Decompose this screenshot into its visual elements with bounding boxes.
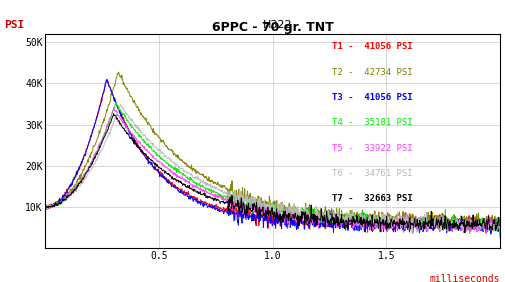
Text: T1 -  41056 PSI: T1 - 41056 PSI (332, 42, 413, 51)
Text: H322: H322 (263, 20, 292, 30)
Text: T4 -  35181 PSI: T4 - 35181 PSI (332, 118, 413, 127)
Text: T7 -  32663 PSI: T7 - 32663 PSI (332, 194, 413, 203)
Text: milliseconds: milliseconds (429, 274, 500, 282)
Text: T6 -  34761 PSI: T6 - 34761 PSI (332, 169, 413, 178)
Title: 6PPC - 70 gr. TNT: 6PPC - 70 gr. TNT (212, 21, 334, 34)
Text: T2 -  42734 PSI: T2 - 42734 PSI (332, 68, 413, 77)
Text: T3 -  41056 PSI: T3 - 41056 PSI (332, 93, 413, 102)
Text: PSI: PSI (5, 19, 25, 30)
Text: T5 -  33922 PSI: T5 - 33922 PSI (332, 144, 413, 153)
